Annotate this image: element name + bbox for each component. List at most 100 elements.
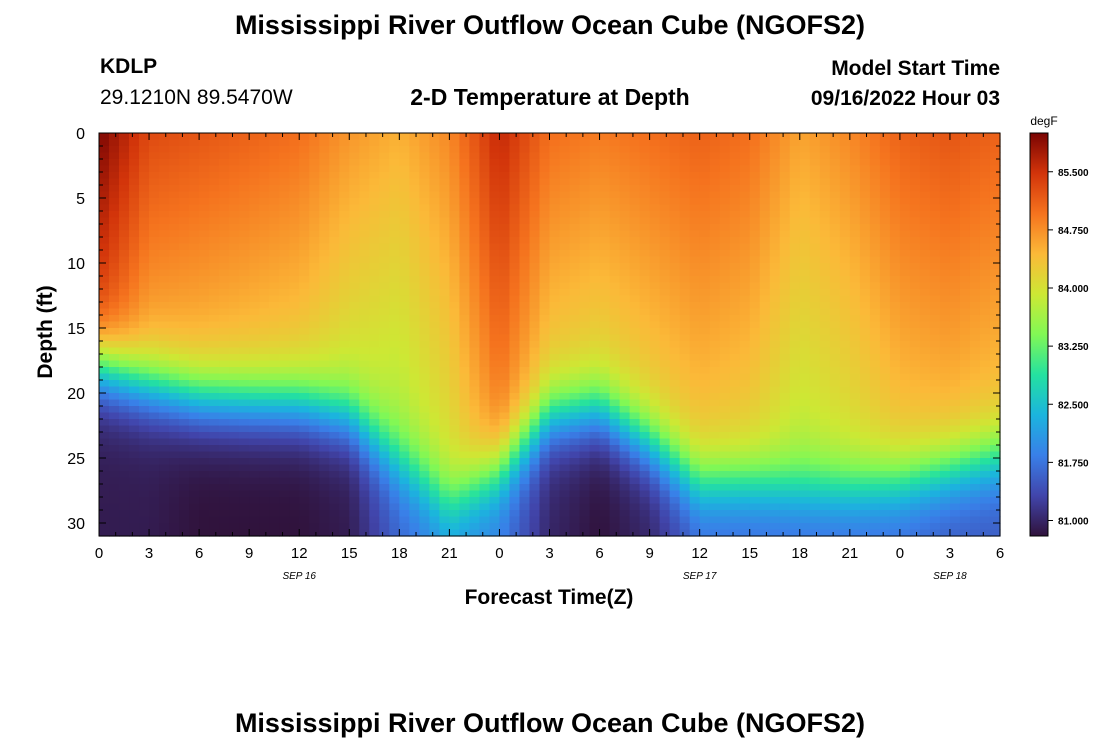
heatmap-cell xyxy=(419,250,430,258)
heatmap-cell xyxy=(169,354,180,362)
heatmap-cell xyxy=(469,464,481,472)
heatmap-cell xyxy=(139,510,150,518)
heatmap-cell xyxy=(219,308,230,316)
heatmap-cell xyxy=(629,308,641,316)
heatmap-cell xyxy=(139,464,150,472)
heatmap-cell xyxy=(889,464,901,472)
heatmap-cell xyxy=(719,347,731,355)
heatmap-cell xyxy=(809,263,821,271)
heatmap-cell xyxy=(219,354,230,362)
heatmap-cell xyxy=(129,497,140,505)
heatmap-cell xyxy=(669,445,681,453)
heatmap-cell xyxy=(209,282,220,290)
heatmap-cell xyxy=(159,230,170,238)
heatmap-cell xyxy=(159,347,170,355)
heatmap-cell xyxy=(519,152,531,160)
heatmap-cell xyxy=(399,308,410,316)
heatmap-cell xyxy=(599,256,611,264)
heatmap-cell xyxy=(759,172,771,180)
heatmap-cell xyxy=(719,432,731,440)
heatmap-cell xyxy=(169,263,180,271)
heatmap-cell xyxy=(439,477,450,485)
heatmap-cell xyxy=(349,432,360,440)
heatmap-cell xyxy=(329,237,340,245)
heatmap-cell xyxy=(849,282,861,290)
heatmap-cell xyxy=(369,269,380,277)
heatmap-cell xyxy=(619,159,631,167)
heatmap-cell xyxy=(609,133,621,141)
heatmap-cell xyxy=(829,282,841,290)
heatmap-cell xyxy=(699,230,711,238)
heatmap-cell xyxy=(279,497,290,505)
heatmap-cell xyxy=(539,302,551,310)
heatmap-cell xyxy=(499,393,511,401)
heatmap-cell xyxy=(359,321,370,329)
heatmap-cell xyxy=(319,347,330,355)
heatmap-cell xyxy=(319,198,330,206)
heatmap-cell xyxy=(439,380,450,388)
heatmap-cell xyxy=(299,321,310,329)
heatmap-cell xyxy=(529,139,541,147)
heatmap-cell xyxy=(589,484,601,492)
heatmap-cell xyxy=(839,152,851,160)
heatmap-cell xyxy=(299,217,310,225)
heatmap-cell xyxy=(539,451,551,459)
heatmap-cell xyxy=(659,295,671,303)
heatmap-cell xyxy=(369,516,380,524)
heatmap-cell xyxy=(469,412,481,420)
heatmap-cell xyxy=(599,510,611,518)
heatmap-cell xyxy=(639,380,651,388)
heatmap-cell xyxy=(169,425,180,433)
heatmap-cell xyxy=(409,146,420,154)
heatmap-cell xyxy=(409,393,420,401)
heatmap-cell xyxy=(339,139,350,147)
heatmap-cell xyxy=(269,419,280,427)
heatmap-cell xyxy=(689,334,701,342)
heatmap-cell xyxy=(279,529,290,537)
heatmap-cell xyxy=(159,178,170,186)
heatmap-cell xyxy=(669,451,681,459)
heatmap-cell xyxy=(709,139,721,147)
heatmap-cell xyxy=(529,282,541,290)
heatmap-cell xyxy=(159,133,170,141)
heatmap-cell xyxy=(609,146,621,154)
heatmap-cell xyxy=(379,386,390,394)
heatmap-cell xyxy=(809,412,821,420)
model-start-label: Model Start Time xyxy=(831,57,1000,80)
heatmap-cell xyxy=(689,360,701,368)
heatmap-cell xyxy=(399,211,410,219)
heatmap-cell xyxy=(629,510,641,518)
heatmap-cell xyxy=(259,490,270,498)
heatmap-cell xyxy=(739,516,751,524)
heatmap-cell xyxy=(329,367,340,375)
heatmap-cell xyxy=(369,419,380,427)
heatmap-cell xyxy=(269,445,280,453)
heatmap-cell xyxy=(829,445,841,453)
heatmap-cell xyxy=(199,425,210,433)
heatmap-cell xyxy=(249,516,260,524)
heatmap-cell xyxy=(839,133,851,141)
heatmap-cell xyxy=(369,471,380,479)
heatmap-cell xyxy=(649,224,661,232)
heatmap-cell xyxy=(289,315,300,323)
heatmap-cell xyxy=(379,432,390,440)
heatmap-cell xyxy=(399,172,410,180)
heatmap-cell xyxy=(99,419,110,427)
heatmap-cell xyxy=(329,139,340,147)
heatmap-cell xyxy=(339,269,350,277)
heatmap-cell xyxy=(429,198,440,206)
heatmap-cell xyxy=(229,412,240,420)
heatmap-cell xyxy=(379,152,390,160)
heatmap-cell xyxy=(159,159,170,167)
heatmap-cell xyxy=(309,308,320,316)
heatmap-cell xyxy=(659,367,671,375)
heatmap-cell xyxy=(839,523,851,531)
heatmap-cell xyxy=(819,464,831,472)
heatmap-cell xyxy=(709,367,721,375)
station-coordinates: 29.1210N 89.5470W xyxy=(100,86,293,109)
heatmap-cell xyxy=(369,230,380,238)
heatmap-cell xyxy=(469,178,481,186)
heatmap-cell xyxy=(289,425,300,433)
heatmap-cell xyxy=(899,217,911,225)
heatmap-cell xyxy=(279,315,290,323)
